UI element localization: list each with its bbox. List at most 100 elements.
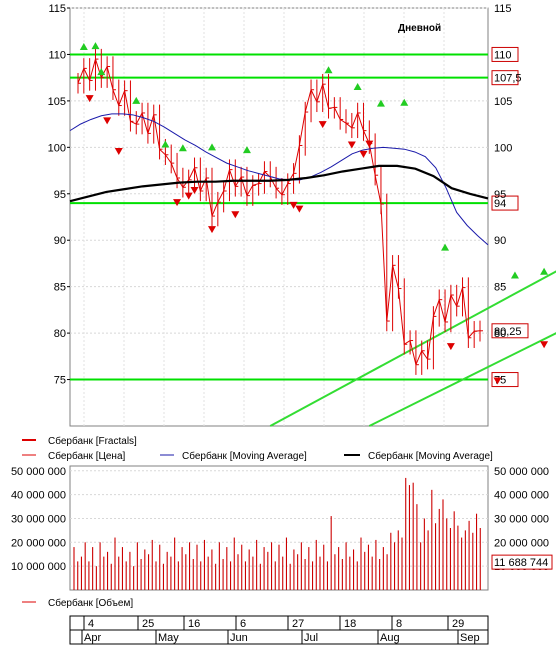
fractal-up-marker xyxy=(510,271,519,279)
price-series xyxy=(77,48,483,375)
volume-tick-label-left: 10 000 000 xyxy=(11,561,66,573)
last-price-label: 80,25 xyxy=(494,326,522,338)
price-tick-label-left: 80 xyxy=(54,328,66,340)
price-tick-label-left: 95 xyxy=(54,189,66,201)
fractal-down-marker xyxy=(231,211,240,219)
price-tick-label-right: 85 xyxy=(494,282,506,294)
legend-fractals: Сбербанк [Fractals] xyxy=(48,435,137,447)
chart-title: Дневной xyxy=(398,23,441,34)
price-tick-label-left: 105 xyxy=(48,96,66,108)
date-month-label: Aug xyxy=(380,632,400,644)
fractal-up-marker xyxy=(242,146,251,154)
price-tick-label-left: 85 xyxy=(54,282,66,294)
date-day-label: 16 xyxy=(188,618,200,630)
volume-tick-label-right: 40 000 000 xyxy=(494,490,549,502)
moving-average-black xyxy=(69,164,489,203)
volume-tick-label-right: 50 000 000 xyxy=(494,466,549,478)
fractal-down-marker xyxy=(359,150,368,158)
date-day-label: 25 xyxy=(142,618,154,630)
price-tick-label-left: 115 xyxy=(48,3,66,15)
fractal-down-marker xyxy=(289,201,298,209)
legend-price: Сбербанк [Цена] xyxy=(48,450,126,462)
fractal-up-marker xyxy=(178,144,187,152)
fractal-down-marker xyxy=(173,199,182,207)
level-label-box xyxy=(491,46,519,62)
fractal-down-marker xyxy=(103,117,112,125)
fractal-up-marker xyxy=(79,43,88,51)
price-tick-label-left: 110 xyxy=(48,49,66,61)
price-tick-label-right: 100 xyxy=(494,142,512,154)
volume-tick-label-left: 50 000 000 xyxy=(11,466,66,478)
volume-tick-label-right: 30 000 000 xyxy=(494,513,549,525)
volume-series xyxy=(73,477,481,590)
trend-line xyxy=(368,332,556,427)
last-volume-label: 11 688 744 xyxy=(494,557,548,569)
fractal-down-marker xyxy=(365,140,374,148)
price-axis: 75 80 80 85 85 90 90 95 95 100 100 105 105 110 115 115 xyxy=(48,3,513,387)
date-day-label: 8 xyxy=(396,618,402,630)
price-tick-label-right: 80 xyxy=(494,328,506,340)
price-tick-label-right: 105 xyxy=(494,96,512,108)
fractal-down-marker xyxy=(295,205,304,213)
date-month-label: Sep xyxy=(460,632,480,644)
last-volume-box xyxy=(491,554,553,570)
fractal-down-marker xyxy=(493,377,502,385)
price-line xyxy=(77,57,481,367)
price-tick-label-left: 100 xyxy=(48,142,66,154)
date-day-label: 29 xyxy=(452,618,464,630)
level-label: 107,5 xyxy=(494,73,522,85)
fractal-down-marker xyxy=(446,343,455,351)
date-month-label: Jun xyxy=(230,632,248,644)
fractal-up-marker xyxy=(97,68,106,76)
fractal-up-marker xyxy=(441,243,450,251)
legend: Сбербанк [Fractals] Сбербанк [Цена] Сбер… xyxy=(22,435,493,462)
moving-averages xyxy=(69,113,489,246)
fractal-down-marker xyxy=(347,141,356,149)
moving-average-blue xyxy=(69,113,489,246)
price-tick-label-right: 90 xyxy=(494,235,506,247)
volume-grid xyxy=(70,470,488,567)
fractal-up-marker xyxy=(91,42,100,50)
date-month-label: Apr xyxy=(84,632,101,644)
volume-tick-label-right: 20 000 000 xyxy=(494,537,549,549)
fractal-up-marker xyxy=(161,140,170,148)
date-month-label: Jul xyxy=(304,632,318,644)
fractal-up-marker xyxy=(540,267,549,275)
date-month-label: May xyxy=(158,632,179,644)
fractal-down-marker xyxy=(540,341,549,349)
legend-ma-black: Сбербанк [Moving Average] xyxy=(368,450,493,462)
fractal-down-marker xyxy=(190,187,199,195)
date-day-label: 6 xyxy=(240,618,246,630)
fractal-down-marker xyxy=(208,226,216,234)
price-tick-label-left: 90 xyxy=(54,235,66,247)
legend-volume: Сбербанк [Объем] xyxy=(48,597,133,609)
level-label: 110 xyxy=(494,49,512,61)
date-axis: 4 25 16 6 27 18 8 29 Apr May Jun Jul Aug Sep xyxy=(69,615,489,645)
price-tick-label-left: 75 xyxy=(54,375,66,387)
price-panel: 110 107,5 94 75 80,25 75 80 80 85 85 90 90 95 95 100 1… xyxy=(48,3,556,427)
volume-tick-label-left: 20 000 000 xyxy=(11,537,66,549)
level-label: 94 xyxy=(494,198,506,210)
fractal-down-marker xyxy=(114,148,123,156)
volume-tick-label-left: 40 000 000 xyxy=(11,490,66,502)
fractal-up-marker xyxy=(324,66,333,74)
legend-ma-blue: Сбербанк [Moving Average] xyxy=(182,450,307,462)
fractal-up-marker xyxy=(353,82,362,90)
fractal-up-marker xyxy=(400,98,409,106)
trend-line xyxy=(269,270,556,427)
date-labels: 4 25 16 6 27 18 8 29 Apr May Jun Jul Aug Sep xyxy=(81,616,480,644)
fractal-down-marker xyxy=(318,121,327,129)
price-tick-label-right: 95 xyxy=(494,189,506,201)
price-plot-area xyxy=(69,7,489,427)
date-day-label: 18 xyxy=(344,618,356,630)
volume-tick-label-left: 30 000 000 xyxy=(11,513,66,525)
level-label-box xyxy=(491,195,519,211)
level-label-box xyxy=(491,70,519,86)
date-day-label: 27 xyxy=(292,618,304,630)
price-tick-label-right: 115 xyxy=(494,3,512,15)
last-price-box xyxy=(491,323,529,339)
